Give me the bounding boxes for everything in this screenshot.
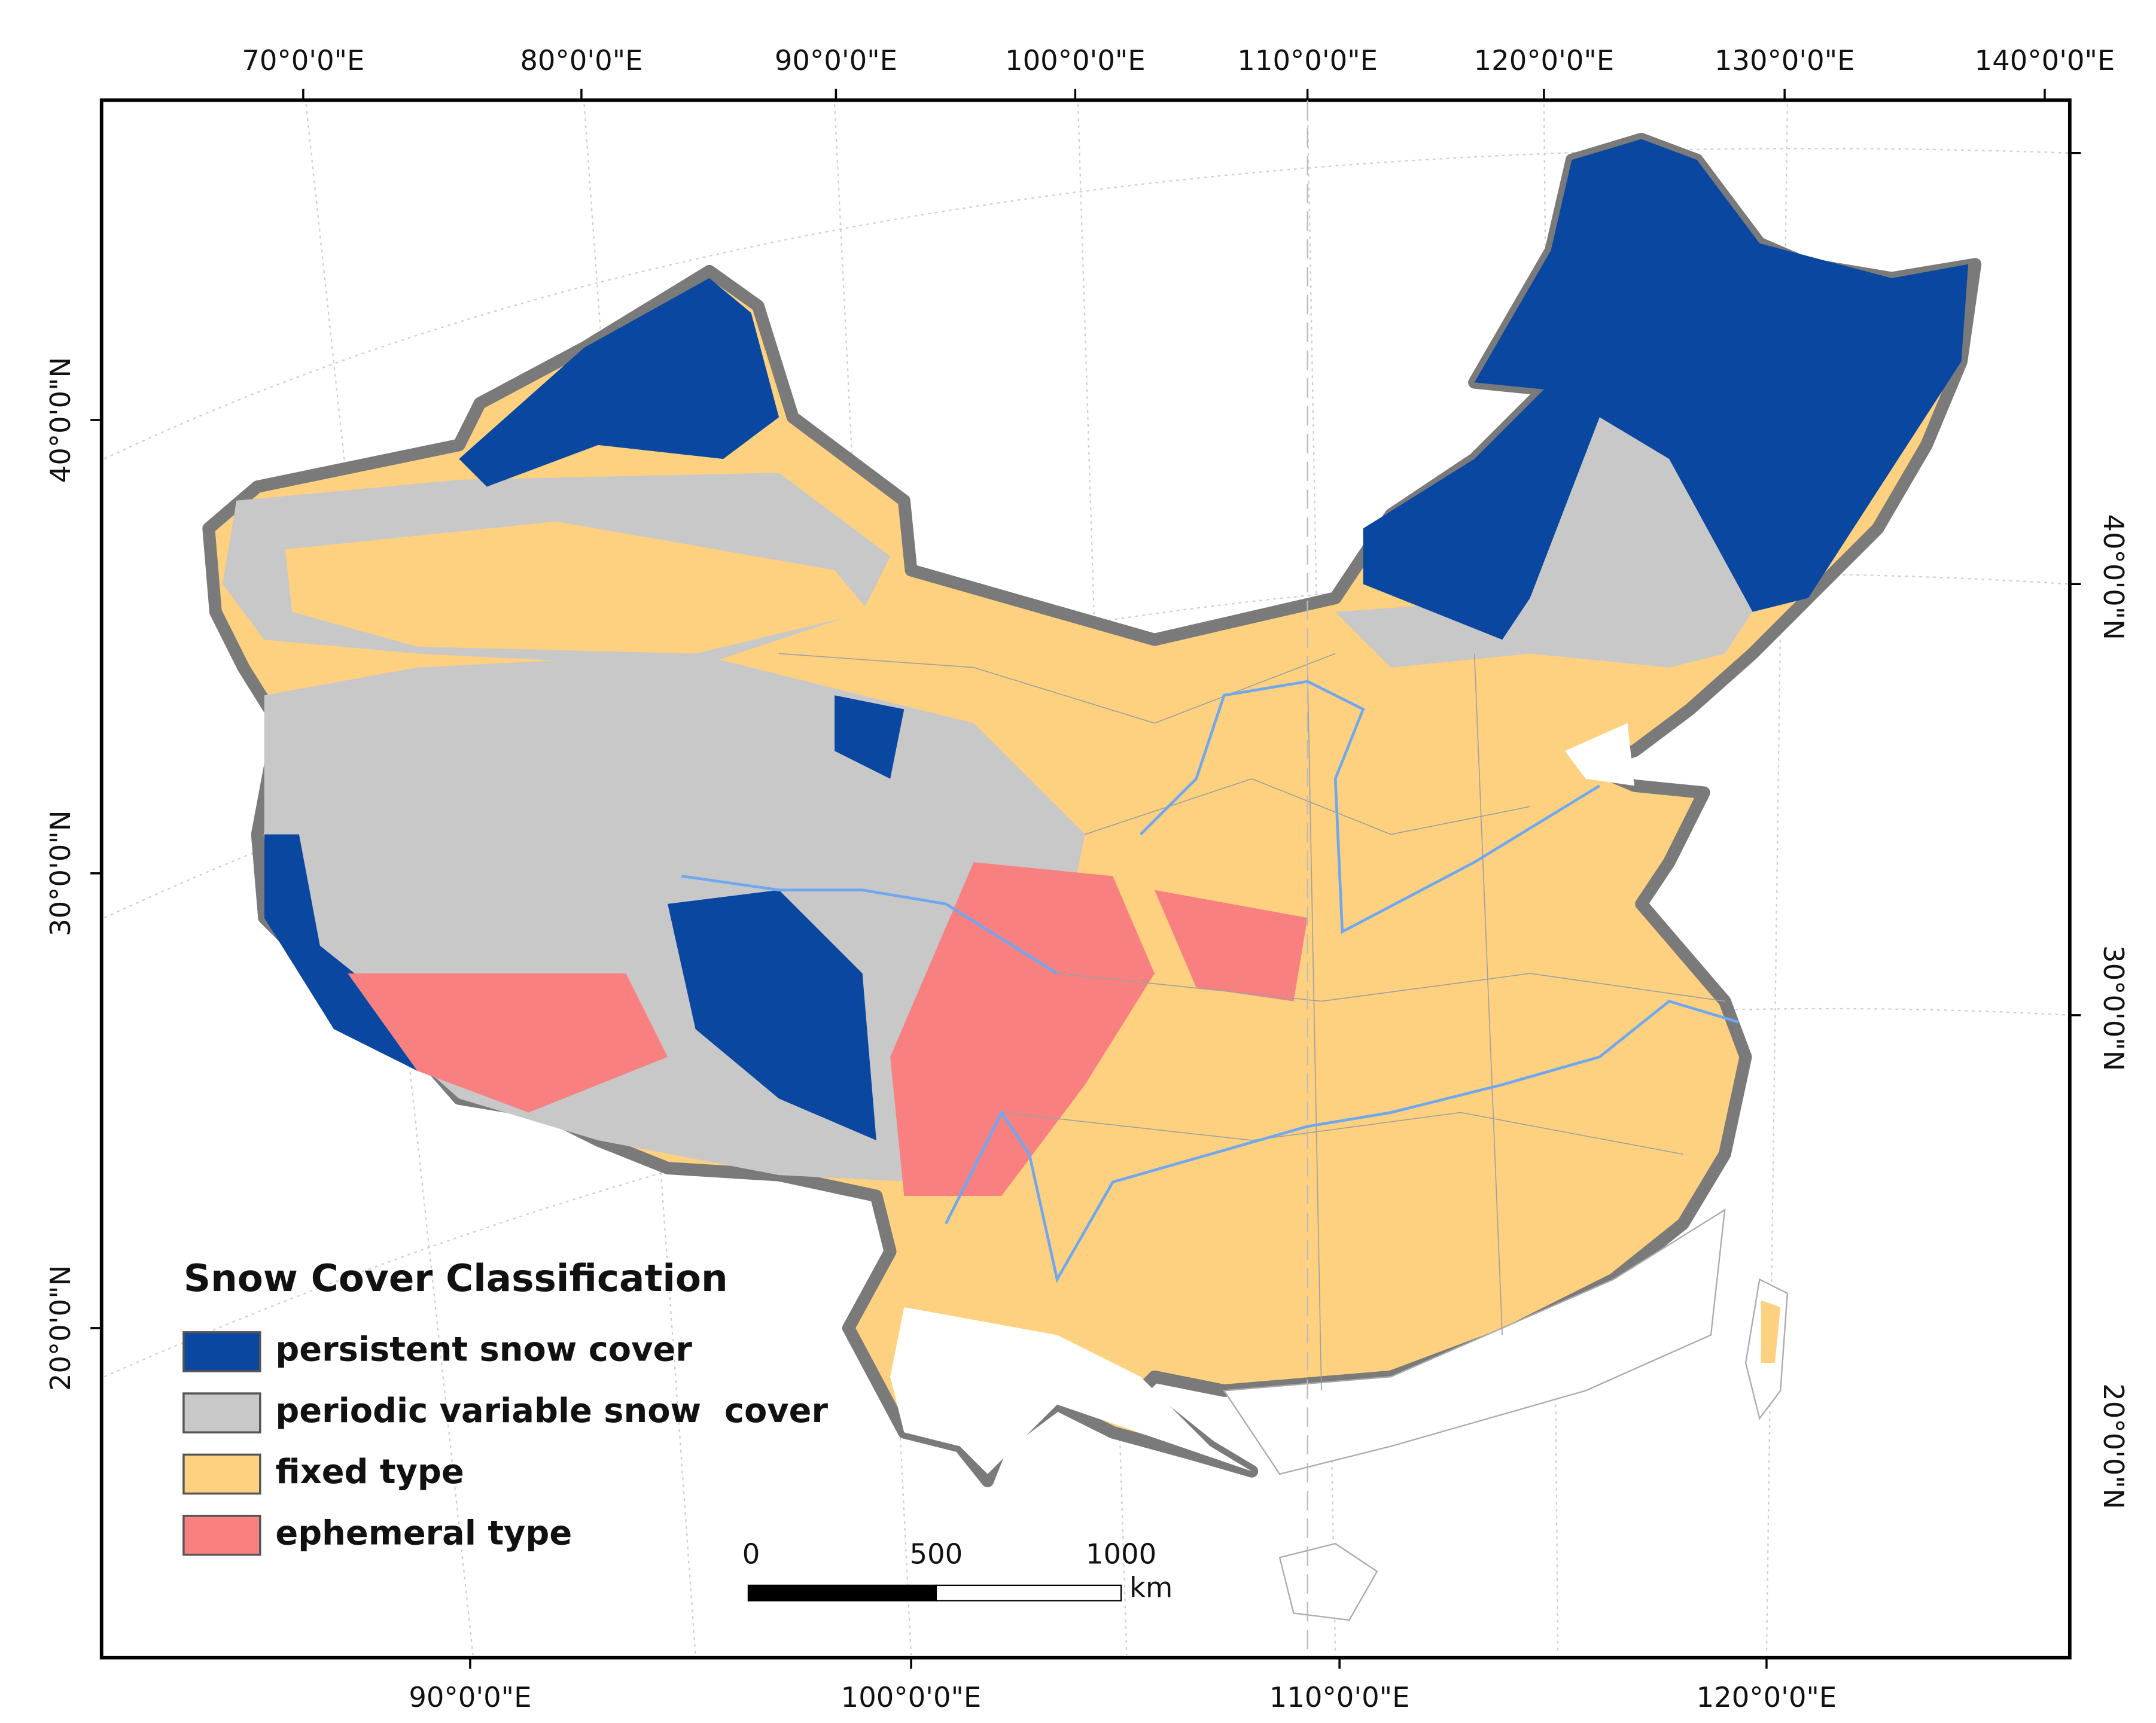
ticks <box>90 89 2081 1669</box>
scale-label: 500 <box>909 1538 963 1570</box>
region-none <box>890 1307 1252 1474</box>
legend-label: periodic variable snow cover <box>275 1392 828 1430</box>
top-label: 80°0'0"E <box>520 44 642 77</box>
legend-swatch <box>182 1331 261 1372</box>
region-persistent <box>668 890 876 1141</box>
legend-swatch <box>182 1514 261 1556</box>
island-hainan <box>1278 1542 1378 1621</box>
top-label: 130°0'0"E <box>1715 44 1855 77</box>
region-persistent <box>459 278 779 487</box>
top-label: 70°0'0"E <box>242 44 364 77</box>
map-frame <box>99 98 2072 1660</box>
top-label: 140°0'0"E <box>1975 44 2115 77</box>
region-persistent <box>835 695 905 779</box>
region-none <box>1564 723 1635 786</box>
land <box>202 132 1982 1621</box>
left-label: 30°0'0"N <box>44 811 77 936</box>
coordinate-labels: 70°0'0"E 80°0'0"E 90°0'0"E 100°0'0"E 110… <box>44 44 2130 1713</box>
top-label: 100°0'0"E <box>1005 44 1146 77</box>
river <box>681 680 1740 1283</box>
legend-swatch <box>182 1453 261 1495</box>
province-border <box>779 653 1725 1391</box>
scale-label: 1000 <box>1086 1538 1156 1570</box>
region-ephemeral <box>1154 890 1308 1001</box>
left-label: 20°0'0"N <box>44 1265 77 1391</box>
island-taiwan-fixed <box>1761 1300 1781 1363</box>
bottom-label: 90°0'0"E <box>409 1681 531 1713</box>
bottom-label: 120°0'0"E <box>1697 1681 1837 1713</box>
legend-label: ephemeral type <box>275 1514 572 1552</box>
scale-segment <box>747 1584 937 1602</box>
right-label: 30°0'0"N <box>2097 945 2130 1071</box>
region-none <box>1223 1208 1726 1475</box>
top-label: 110°0'0"E <box>1237 44 1378 77</box>
region-ephemeral <box>890 862 1155 1197</box>
scale-bar: 0 500 1000 km <box>742 1538 1173 1604</box>
region-fixed <box>285 521 870 654</box>
bottom-label: 110°0'0"E <box>1269 1681 1410 1713</box>
scale-label: 0 <box>742 1538 760 1570</box>
scale-unit: km <box>1129 1571 1173 1603</box>
bottom-label: 100°0'0"E <box>841 1681 982 1713</box>
legend-label: persistent snow cover <box>275 1331 692 1369</box>
legend-label: fixed type <box>275 1453 464 1491</box>
region-persistent <box>1363 139 1969 640</box>
top-label: 90°0'0"E <box>775 44 897 77</box>
region-ephemeral <box>348 973 668 1113</box>
right-label: 40°0'0"N <box>2097 514 2130 640</box>
legend-title: Snow Cover Classification <box>184 1256 728 1300</box>
scale-segment <box>935 1584 1122 1602</box>
right-label: 20°0'0"N <box>2097 1383 2130 1509</box>
legend-swatch <box>182 1392 261 1433</box>
legend: Snow Cover Classification persistent sno… <box>182 1256 829 1556</box>
top-label: 120°0'0"E <box>1474 44 1615 77</box>
left-label: 40°0'0"N <box>44 357 77 483</box>
